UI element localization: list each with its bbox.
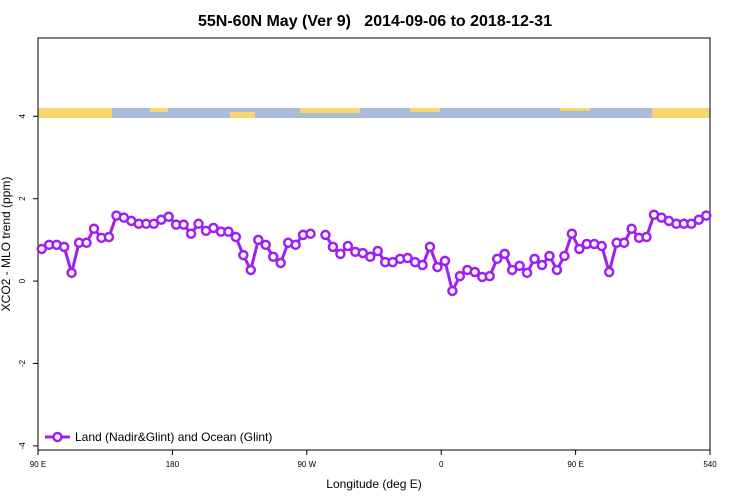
- data-point: [514, 260, 525, 272]
- data-point: [529, 253, 540, 265]
- data-point: [305, 228, 316, 239]
- data-point: [327, 241, 339, 253]
- y-axis-label: XCO2 - MLO trend (ppm): [0, 177, 13, 312]
- data-point: [701, 210, 712, 221]
- chart-title: 55N-60N May (Ver 9) 2014-09-06 to 2018-1…: [198, 13, 552, 30]
- y-tick-label: -2: [18, 359, 27, 367]
- x-tick-label: 180: [166, 460, 180, 469]
- data-point: [365, 251, 376, 263]
- data-point: [103, 231, 115, 243]
- data-point: [626, 223, 637, 235]
- data-point: [641, 231, 652, 243]
- y-tick-label: 0: [18, 278, 27, 283]
- data-point: [58, 241, 70, 253]
- data-point: [290, 239, 301, 251]
- data-point: [66, 267, 77, 279]
- data-point: [521, 267, 533, 279]
- data-point: [223, 226, 234, 237]
- legend-label: Land (Nadir&Glint) and Ocean (Glint): [75, 430, 272, 444]
- data-point: [185, 228, 197, 239]
- data-point: [230, 231, 242, 243]
- data-point: [81, 237, 92, 249]
- data-point: [454, 270, 466, 282]
- data-point: [342, 240, 354, 252]
- data-point: [320, 229, 331, 241]
- legend-marker: [52, 431, 63, 443]
- data-point: [88, 223, 100, 235]
- x-tick-label: 90 W: [297, 460, 316, 469]
- data-point: [253, 234, 264, 246]
- data-point: [499, 248, 510, 260]
- map-strip: [38, 108, 710, 118]
- y-tick-label: 2: [18, 196, 27, 201]
- data-point: [193, 218, 204, 230]
- data-point: [245, 264, 257, 276]
- data-point: [267, 251, 279, 263]
- y-tick-label: -4: [18, 442, 27, 450]
- data-point: [424, 241, 436, 253]
- data-point: [506, 264, 518, 276]
- data-point: [603, 266, 615, 278]
- data-point: [417, 259, 428, 271]
- x-tick-label: 0: [439, 460, 444, 469]
- data-point: [439, 255, 451, 267]
- data-point: [484, 270, 495, 282]
- data-point: [36, 243, 47, 255]
- data-point: [491, 253, 503, 265]
- data-point: [238, 249, 249, 261]
- data-point: [372, 245, 383, 257]
- data-point: [596, 240, 607, 252]
- data-point: [618, 237, 630, 249]
- data-point: [275, 257, 286, 269]
- data-point: [544, 250, 555, 262]
- data-point: [686, 218, 697, 230]
- x-tick-label: 90 E: [30, 460, 46, 469]
- data-point: [163, 211, 174, 223]
- data-point: [574, 243, 585, 255]
- data-point: [559, 250, 570, 262]
- plot-frame: [37, 37, 711, 451]
- data-point: [178, 219, 189, 230]
- data-point: [447, 285, 458, 297]
- y-tick-label: 4: [18, 114, 27, 119]
- data-point: [551, 264, 563, 276]
- data-point: [402, 252, 413, 264]
- x-axis-label: Longitude (deg E): [326, 477, 421, 491]
- data-point: [469, 266, 481, 278]
- x-tick-label: 90 E: [567, 460, 583, 469]
- data-point: [260, 239, 271, 251]
- data-point: [693, 214, 705, 225]
- x-tick-label: 540: [703, 460, 717, 469]
- data-point: [536, 259, 548, 271]
- data-point: [335, 248, 346, 260]
- data-point: [432, 261, 443, 273]
- data-point: [148, 218, 159, 230]
- data-point: [566, 228, 578, 239]
